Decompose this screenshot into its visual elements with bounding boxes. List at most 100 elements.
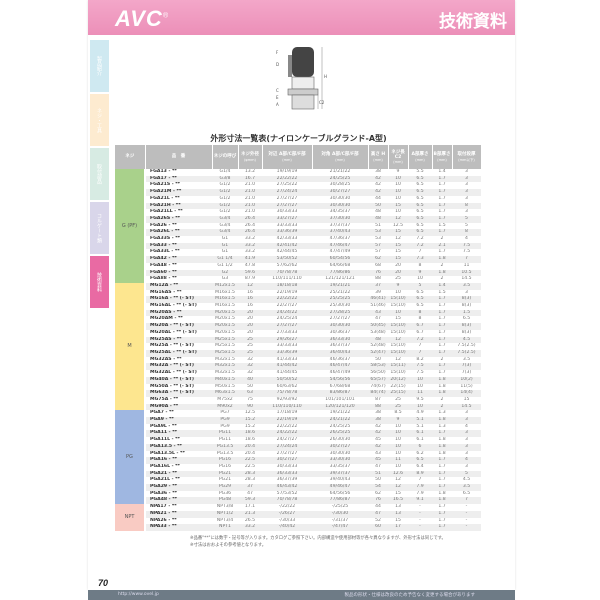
cell: 6.5 xyxy=(408,215,432,223)
cell: M20x1.5 xyxy=(212,309,238,317)
cell: 9 xyxy=(388,282,408,290)
cell: 36/33/33 xyxy=(262,470,312,478)
cell: 21.0 xyxy=(244,195,256,201)
cell: 7.5(2.5) xyxy=(457,343,476,349)
cell: 64/56/56 xyxy=(329,490,351,496)
cell: 17.1 xyxy=(244,504,256,510)
cell: 24/25/25 xyxy=(312,175,368,183)
cell: 15 xyxy=(388,229,408,237)
cell: 83/86/87 xyxy=(312,390,368,397)
cell: 1.7 xyxy=(432,349,452,357)
cell: 8 xyxy=(452,202,481,210)
cell: PG7 xyxy=(220,410,230,416)
cell: 17/18/19 xyxy=(276,410,298,416)
cell: 2.1 xyxy=(432,242,452,250)
side-tab[interactable]: ネジ・工具 xyxy=(90,94,109,146)
table-row: PGA13.5 - ** PG13.5 20.4 27/24/24 30/27/27 42… xyxy=(115,443,481,451)
cell: G1 1/2 xyxy=(217,262,233,268)
cell: 22.5 xyxy=(244,463,256,469)
cell: 15(10) xyxy=(388,296,408,304)
cell: 7(3) xyxy=(452,363,481,371)
cell: 46/47/47 xyxy=(312,363,368,371)
cell: 47/36/37 xyxy=(329,236,351,242)
cell: 53/50/52 xyxy=(262,256,312,263)
cell: 1.7 xyxy=(432,363,452,371)
cell: 62 xyxy=(375,490,381,496)
cell: 2 xyxy=(440,262,444,268)
cell: 42 xyxy=(375,182,381,188)
cell: 30/30/30 xyxy=(329,195,351,201)
cell: - xyxy=(419,517,421,523)
cell: 1.8 xyxy=(432,376,452,384)
column-header-unit: (mm) xyxy=(415,157,425,162)
cell: 8 xyxy=(408,309,432,317)
side-tab[interactable]: 取付部品 xyxy=(90,148,109,200)
cell: 41.9 xyxy=(238,256,262,263)
cell: 20 xyxy=(247,329,253,335)
cell: 26/30/30 xyxy=(329,437,351,443)
cell: 1.8 xyxy=(438,383,446,389)
table-row: FGA42 - ** G1 1/4 41.9 53/50/52 60/54/56 62 15… xyxy=(115,256,481,263)
cell: 37/37/37 xyxy=(329,222,351,228)
cell: M90x2 xyxy=(212,403,238,411)
gland-thread xyxy=(291,94,315,110)
cell: 1.7 xyxy=(432,296,452,304)
cell: M16x1.5 xyxy=(212,296,238,304)
cell: - xyxy=(419,504,421,510)
part-number: NPA21 - ** xyxy=(145,510,212,518)
cell: 37/40/43 xyxy=(312,229,368,237)
table-row: FGA33 - ** G1 33.2 42/41/42 47/46/47 57 15 7.2 2… xyxy=(115,242,481,250)
cell: 75 xyxy=(247,396,253,402)
cell: 1.5 xyxy=(438,222,446,228)
cell: 20 xyxy=(395,262,401,268)
cell: M12x1.5 xyxy=(212,282,238,290)
cell: 62 xyxy=(368,256,388,263)
side-tab[interactable]: 製品紹介 xyxy=(90,40,109,92)
side-tab[interactable]: コルゲート類 xyxy=(90,202,109,254)
cell: 36/37/39 xyxy=(276,477,298,483)
cell: 37 xyxy=(238,484,262,491)
column-header-label: 取付段厚 xyxy=(457,152,476,158)
table-row: FGA21M - ** G1/2 21.0 27/24/24 30/27/27 42 10 6… xyxy=(115,189,481,196)
footer-url[interactable]: http://www.ovel.jp xyxy=(118,592,159,597)
part-number: PGA16L - ** xyxy=(150,463,180,469)
cell: PG11 xyxy=(218,437,232,443)
part-number: PGA7 - ** xyxy=(150,410,174,416)
part-number: MG90A - ** xyxy=(145,403,212,411)
cell: 56(50) xyxy=(370,370,386,376)
table-row: MG16AL - ** (- ST) M16x1.5 16 22/27/27 25/30… xyxy=(115,303,481,310)
table-row: PGA9 - ** PG9 15.2 22/19/19 24/21/22 38 9 5.1 1.… xyxy=(115,417,481,424)
cell: 30/30/30 xyxy=(312,202,368,210)
cell: M32x1.5 xyxy=(215,370,235,376)
cell: 7.2 xyxy=(416,236,424,242)
cell: 12 xyxy=(395,356,401,362)
cell: 50(45) xyxy=(368,323,388,330)
part-number: PGA13.5L - ** xyxy=(150,450,185,456)
cell: 1.7 xyxy=(438,517,446,523)
cell: 28.3 xyxy=(244,477,256,483)
cell: 33/36/39 xyxy=(262,349,312,357)
cell: 1.7 xyxy=(438,370,446,376)
side-tab[interactable]: 技術資料 xyxy=(90,256,109,308)
cell: 60/63/62 xyxy=(276,383,298,389)
cell: 57/62/62 xyxy=(276,262,298,268)
column-header-unit: (mm) xyxy=(282,157,292,162)
cell: 41/33/33 xyxy=(276,356,298,362)
column-header-label: ネジ外径 xyxy=(241,152,259,158)
cell: 46/47/49 xyxy=(329,370,351,376)
column-header: 高さ H (mm) xyxy=(368,145,389,169)
cell: 26/25/25 xyxy=(312,430,368,438)
part-number: PGA9 - ** xyxy=(145,417,212,424)
cell: 8(3) xyxy=(461,329,472,335)
cell: 46(41) xyxy=(368,296,388,304)
cell: 20 xyxy=(247,316,253,322)
cell: 19/21/22 xyxy=(329,410,351,416)
column-header-label: 対角 A部/C部/F部 xyxy=(321,152,359,158)
cell: 7 xyxy=(418,343,422,349)
cell: G1 xyxy=(212,242,238,250)
table-row: PG PGA7 - ** PG7 12.5 17/18/19 19/21/22 38 8.5 4… xyxy=(115,410,481,505)
cell: PG16 xyxy=(212,457,238,464)
part-number: PGA29 - ** xyxy=(145,484,212,491)
cell: M75x2 xyxy=(217,396,233,402)
cell: 1.8 xyxy=(438,450,446,456)
